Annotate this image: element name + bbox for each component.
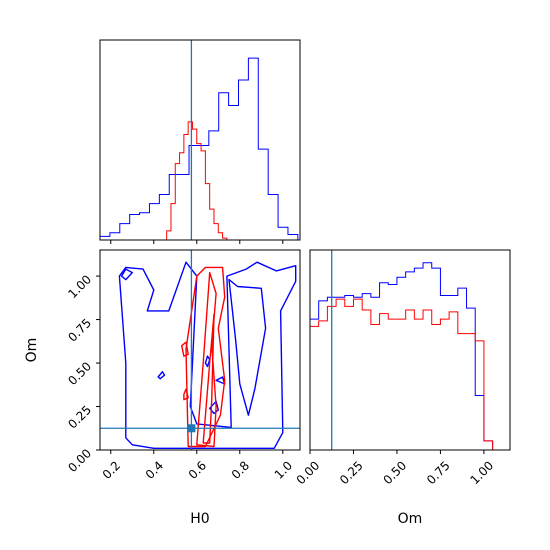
contour-series_a-2 (120, 268, 134, 281)
joint-y-tick-label-2: 0.50 (65, 359, 94, 388)
om-marginal-x-tick-label-4: 1.00 (467, 458, 496, 487)
h0-marginal-panel (100, 40, 299, 240)
om-marginal-x-tick-label-2: 0.50 (381, 458, 410, 487)
contour-series_b-11 (183, 388, 189, 401)
om-marginal-x-tick-label-1: 0.25 (337, 458, 366, 487)
axes-layer: 0.2 0.4 0.6 0.8 1.00.000.250.500.751.000.00 0… (65, 39, 511, 487)
om-marginal-histogram-series_b (310, 298, 494, 450)
om-marginal-histogram-series_a (310, 262, 502, 450)
joint-x-tick-label-4: 1.0 (272, 458, 295, 481)
x-axis-label-h0: H0 (190, 511, 209, 527)
joint-contour-panel (100, 250, 300, 450)
y-axis-label-om: Om (24, 338, 40, 363)
joint-x-tick-label-2: 0.6 (186, 458, 209, 481)
contour-series_a-6 (208, 400, 220, 415)
joint-y-tick-label-0: 0.00 (65, 446, 94, 475)
joint-x-tick-label-0: 0.2 (100, 458, 123, 481)
om-marginal-x-tick-label-0: 0.00 (294, 458, 323, 487)
joint-x-tick-label-3: 0.8 (229, 458, 252, 481)
joint-y-tick-label-3: 0.75 (65, 316, 94, 345)
joint-x-tick-label-1: 0.4 (143, 458, 166, 481)
joint-y-tick-label-4: 1.00 (65, 272, 94, 301)
x-axis-label-om: Om (398, 511, 423, 527)
om-marginal-panel (310, 250, 502, 450)
om-marginal-x-tick-label-3: 0.75 (424, 458, 453, 487)
h0-marginal-histogram-series_a (100, 57, 299, 240)
contour-series_a-5 (215, 376, 226, 385)
joint-frame (99, 249, 301, 451)
contour-series_a-3 (157, 371, 166, 380)
om-marginal-frame (309, 249, 511, 451)
contour-series_a-1 (228, 278, 267, 416)
contour-series_a-0 (118, 261, 297, 449)
joint-y-tick-label-1: 0.25 (65, 403, 94, 432)
contour-series_b-10 (180, 341, 189, 357)
h0-marginal-frame (99, 39, 301, 241)
h0-marginal-histogram-series_b (166, 121, 228, 240)
truth-point-joint (187, 424, 196, 433)
contour-series_b-9 (202, 313, 215, 444)
